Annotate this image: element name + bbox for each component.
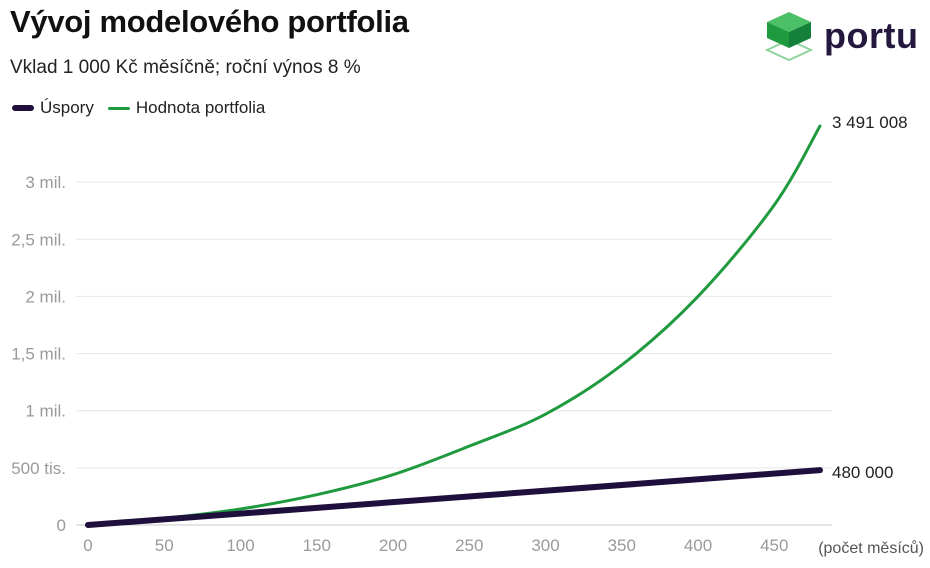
x-tick-label: 150 xyxy=(303,536,331,555)
page-title: Vývoj modelového portfolia xyxy=(10,4,409,39)
x-tick-label: 200 xyxy=(379,536,407,555)
legend-swatch-uspory xyxy=(12,105,34,111)
x-tick-label: 100 xyxy=(226,536,254,555)
x-tick-label: 300 xyxy=(531,536,559,555)
series-line-uspory xyxy=(85,467,823,528)
y-tick-label: 500 tis. xyxy=(11,459,66,478)
legend-label-hodnota-portfolia: Hodnota portfolia xyxy=(135,98,266,117)
end-label-uspory: 480 000 xyxy=(832,463,893,482)
y-tick-label: 1,5 mil. xyxy=(11,345,66,364)
chart-subtitle: Vklad 1 000 Kč měsíčně; roční výnos 8 % xyxy=(10,57,361,78)
y-tick-label: 0 xyxy=(57,516,66,535)
x-tick-label: 350 xyxy=(608,536,636,555)
x-axis-unit-label: (počet měsíců) xyxy=(818,539,924,557)
chart-legend: Úspory Hodnota portfolia xyxy=(12,98,279,118)
brand-logo: portu xyxy=(764,10,918,62)
legend-swatch-hodnota-portfolia xyxy=(107,106,130,110)
y-tick-label: 1 mil. xyxy=(25,402,66,421)
y-tick-label: 3 mil. xyxy=(25,173,66,192)
legend-label-uspory: Úspory xyxy=(40,98,94,117)
y-tick-label: 2,5 mil. xyxy=(11,230,66,249)
end-label-hodnota-portfolia: 3 491 008 xyxy=(832,113,908,132)
x-tick-label: 250 xyxy=(455,536,483,555)
x-tick-label: 0 xyxy=(83,536,92,555)
x-tick-label: 450 xyxy=(760,536,788,555)
y-tick-label: 2 mil. xyxy=(25,287,66,306)
series-line-hodnota-portfolia xyxy=(86,124,822,527)
legend-item-hodnota-portfolia: Hodnota portfolia xyxy=(107,98,266,118)
x-tick-label: 400 xyxy=(684,536,712,555)
x-tick-label: 50 xyxy=(155,536,174,555)
cube-logo-icon xyxy=(764,12,814,62)
legend-item-uspory: Úspory xyxy=(12,98,94,118)
logo-text: portu xyxy=(824,15,919,56)
